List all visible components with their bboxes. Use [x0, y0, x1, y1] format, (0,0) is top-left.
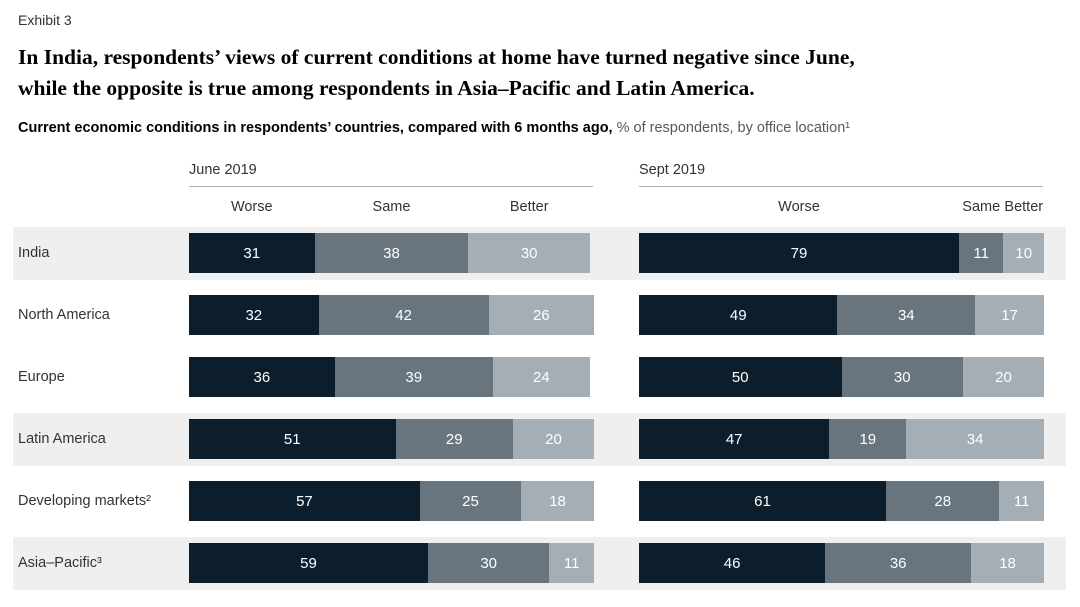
stacked-bar: 50 30 20	[639, 357, 1044, 397]
panel-label-sept: Sept 2019	[639, 162, 706, 178]
stacked-bar: 47 19 34	[639, 419, 1044, 459]
page-title-line1: In India, respondents’ views of current …	[18, 45, 855, 69]
exhibit-label: Exhibit 3	[18, 12, 72, 28]
stacked-bar: 49 34 17	[639, 295, 1044, 335]
bar-segment-better: 18	[971, 543, 1044, 583]
bar-segment-worse: 50	[639, 357, 842, 397]
chart-subtitle-unit: % of respondents, by office location¹	[616, 120, 851, 136]
bar-segment-better: 20	[512, 419, 594, 459]
stacked-bar: 36 39 24	[189, 357, 590, 397]
column-header-same: Same	[962, 199, 1001, 215]
rows: India 31 38 30 79 11 10 North America 32 42 26 49 34…	[0, 227, 1080, 590]
bar-segment-better: 26	[488, 295, 594, 335]
bar-segment-same: 39	[334, 357, 493, 397]
bar-segment-same: 36	[825, 543, 972, 583]
bar-segment-better: 10	[1003, 233, 1044, 273]
column-header-better: Better	[509, 199, 549, 215]
stacked-bar: 57 25 18	[189, 481, 594, 521]
stacked-bar: 79 11 10	[639, 233, 1044, 273]
bar-segment-worse: 59	[189, 543, 428, 583]
stacked-bar: 51 29 20	[189, 419, 594, 459]
bar-segment-worse: 57	[189, 481, 420, 521]
bar-segment-better: 30	[468, 233, 590, 273]
column-header-same: Same	[372, 199, 411, 215]
panel-label-june: June 2019	[189, 162, 257, 178]
row-label: Developing markets²	[18, 493, 151, 509]
page-title-line2: while the opposite is true among respond…	[18, 75, 755, 100]
bar-segment-same: 25	[419, 481, 522, 521]
stacked-bar: 59 30 11	[189, 543, 594, 583]
bar-segment-better: 24	[492, 357, 590, 397]
bar-segment-same: 30	[427, 543, 550, 583]
bar-segment-better: 11	[549, 543, 594, 583]
chart-subtitle: Current economic conditions in responden…	[18, 120, 850, 136]
bar-segment-worse: 79	[639, 233, 959, 273]
table-row: Asia–Pacific³ 59 30 11 46 36 18	[13, 537, 1066, 590]
bar-segment-better: 18	[521, 481, 594, 521]
bar-segment-worse: 51	[189, 419, 396, 459]
bar-segment-better: 17	[975, 295, 1044, 335]
row-label: Asia–Pacific³	[18, 555, 102, 571]
bar-segment-worse: 61	[639, 481, 887, 521]
stacked-bar: 32 42 26	[189, 295, 594, 335]
column-header-worse: Worse	[778, 199, 820, 215]
column-header-better: Better	[1004, 199, 1044, 215]
bar-segment-worse: 49	[639, 295, 838, 335]
bar-segment-same: 19	[829, 419, 907, 459]
row-label: Latin America	[18, 431, 106, 447]
bar-segment-same: 38	[314, 233, 469, 273]
table-row: Latin America 51 29 20 47 19 34	[13, 413, 1066, 466]
table-row: North America 32 42 26 49 34 17	[13, 289, 1066, 342]
bar-segment-worse: 32	[189, 295, 319, 335]
chart-subtitle-bold: Current economic conditions in responden…	[18, 120, 613, 136]
stacked-bar: 61 28 11	[639, 481, 1044, 521]
stacked-bar: 46 36 18	[639, 543, 1044, 583]
bar-segment-worse: 46	[639, 543, 826, 583]
table-row: Europe 36 39 24 50 30 20	[13, 351, 1066, 404]
column-header-worse: Worse	[230, 199, 273, 215]
bar-segment-worse: 47	[639, 419, 830, 459]
row-label: North America	[18, 307, 110, 323]
bar-segment-same: 42	[318, 295, 489, 335]
panel-rule-june	[189, 186, 593, 187]
page-title: In India, respondents’ views of current …	[18, 42, 1038, 103]
bar-segment-worse: 31	[189, 233, 315, 273]
bar-segment-same: 34	[837, 295, 976, 335]
bar-segment-better: 20	[963, 357, 1044, 397]
bar-segment-worse: 36	[189, 357, 335, 397]
row-label: Europe	[18, 369, 65, 385]
row-label: India	[18, 245, 50, 261]
bar-segment-same: 29	[395, 419, 513, 459]
table-row: Developing markets² 57 25 18 61 28 11	[13, 475, 1066, 528]
stacked-bar: 31 38 30	[189, 233, 590, 273]
panel-rule-sept	[639, 186, 1043, 187]
bar-segment-same: 11	[958, 233, 1004, 273]
table-row: India 31 38 30 79 11 10	[13, 227, 1066, 280]
bar-segment-same: 28	[886, 481, 1000, 521]
bar-segment-better: 34	[906, 419, 1044, 459]
bar-segment-same: 30	[841, 357, 963, 397]
bar-segment-better: 11	[999, 481, 1044, 521]
